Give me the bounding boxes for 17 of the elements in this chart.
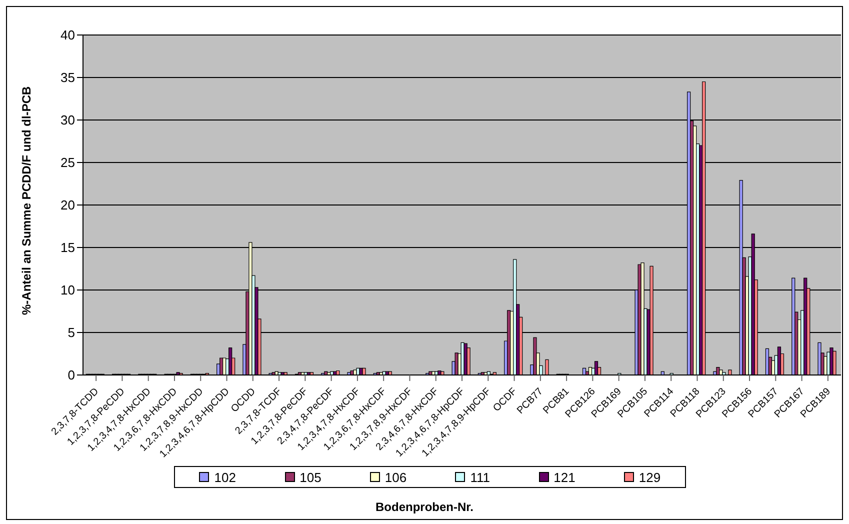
y-tick-label: 10 bbox=[60, 282, 75, 298]
legend-label: 111 bbox=[469, 470, 490, 484]
y-axis-title: %-Anteil an Summe PCDD/F und dl-PCB bbox=[19, 86, 34, 315]
y-tick-label: 20 bbox=[60, 198, 75, 213]
y-tick-label: 40 bbox=[60, 28, 75, 43]
y-tick-label: 25 bbox=[60, 155, 75, 170]
legend-label: 121 bbox=[552, 470, 576, 484]
y-tick-label: 5 bbox=[68, 325, 75, 340]
legend-label: 129 bbox=[638, 470, 661, 484]
y-tick-label: 15 bbox=[60, 240, 75, 256]
legend-label: 105 bbox=[298, 470, 322, 484]
x-axis-title: Bodenproben-Nr. bbox=[374, 500, 474, 514]
legend-label: 106 bbox=[384, 470, 407, 484]
y-tick-label: 35 bbox=[60, 70, 75, 86]
legend-label: 102 bbox=[213, 470, 236, 484]
y-tick-label: 30 bbox=[60, 112, 75, 128]
y-tick-label: 0 bbox=[68, 368, 75, 383]
